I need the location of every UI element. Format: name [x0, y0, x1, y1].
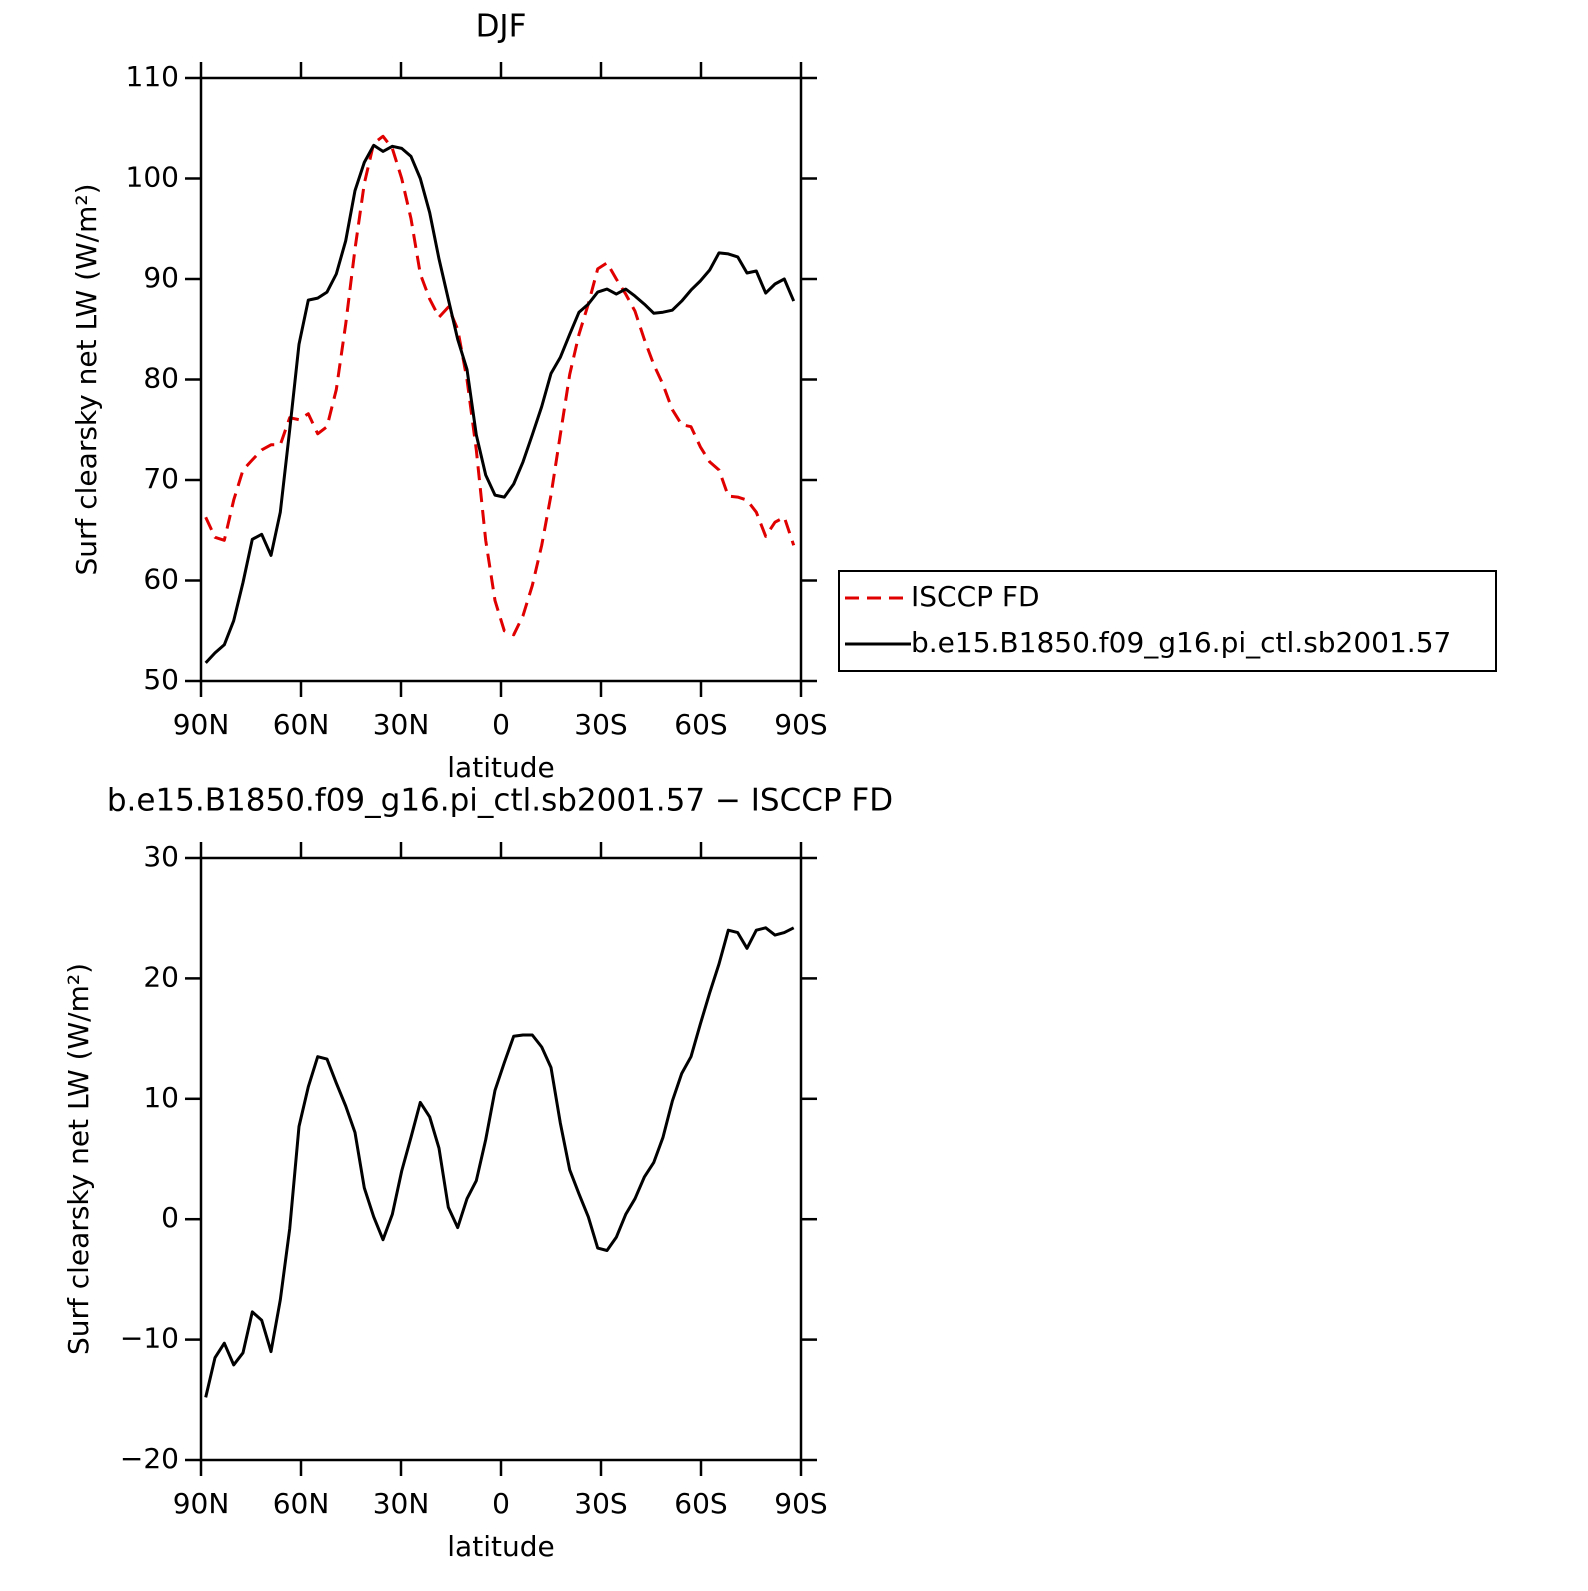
x-tick-label: 0 [492, 1487, 510, 1520]
y-tick-label: 0 [161, 1201, 179, 1234]
y-tick-label: 50 [143, 663, 179, 696]
x-tick-label: 0 [492, 708, 510, 741]
x-tick-label: 30N [373, 1487, 430, 1520]
chart-title: b.e15.B1850.f09_g16.pi_ctl.sb2001.57 − I… [107, 783, 893, 819]
x-axis-label: latitude [447, 751, 554, 784]
y-tick-label: 70 [143, 462, 179, 495]
plot-frame [199, 856, 803, 1462]
x-tick-label: 30S [574, 1487, 627, 1520]
x-tick-label: 30N [373, 708, 430, 741]
chart-title: DJF [476, 9, 527, 45]
legend-box [838, 570, 1497, 672]
x-tick-label: 60N [273, 1487, 330, 1520]
y-tick-label: −20 [120, 1442, 179, 1475]
x-tick-label: 90N [173, 708, 230, 741]
plot-frame [199, 76, 803, 683]
y-tick-label: 20 [143, 960, 179, 993]
x-tick-label: 60N [273, 708, 330, 741]
x-tick-label: 60S [674, 1487, 727, 1520]
y-tick-label: 30 [143, 840, 179, 873]
legend-label: ISCCP FD [911, 580, 1040, 613]
y-tick-label: 60 [143, 563, 179, 596]
y-tick-label: 90 [143, 261, 179, 294]
y-tick-label: 100 [126, 161, 179, 194]
y-tick-label: 10 [143, 1081, 179, 1114]
x-axis-label: latitude [447, 1530, 554, 1563]
x-tick-label: 90S [774, 1487, 827, 1520]
x-tick-label: 30S [574, 708, 627, 741]
x-tick-label: 90N [173, 1487, 230, 1520]
x-tick-label: 90S [774, 708, 827, 741]
y-tick-label: −10 [120, 1322, 179, 1355]
x-tick-label: 60S [674, 708, 727, 741]
y-tick-label: 110 [126, 60, 179, 93]
data-line [204, 926, 795, 1398]
legend-label: b.e15.B1850.f09_g16.pi_ctl.sb2001.57 [911, 626, 1451, 659]
y-axis-label: Surf clearsky net LW (W/m²) [62, 963, 95, 1355]
y-tick-label: 80 [143, 362, 179, 395]
y-axis-label: Surf clearsky net LW (W/m²) [70, 183, 103, 575]
data-line [204, 143, 796, 664]
